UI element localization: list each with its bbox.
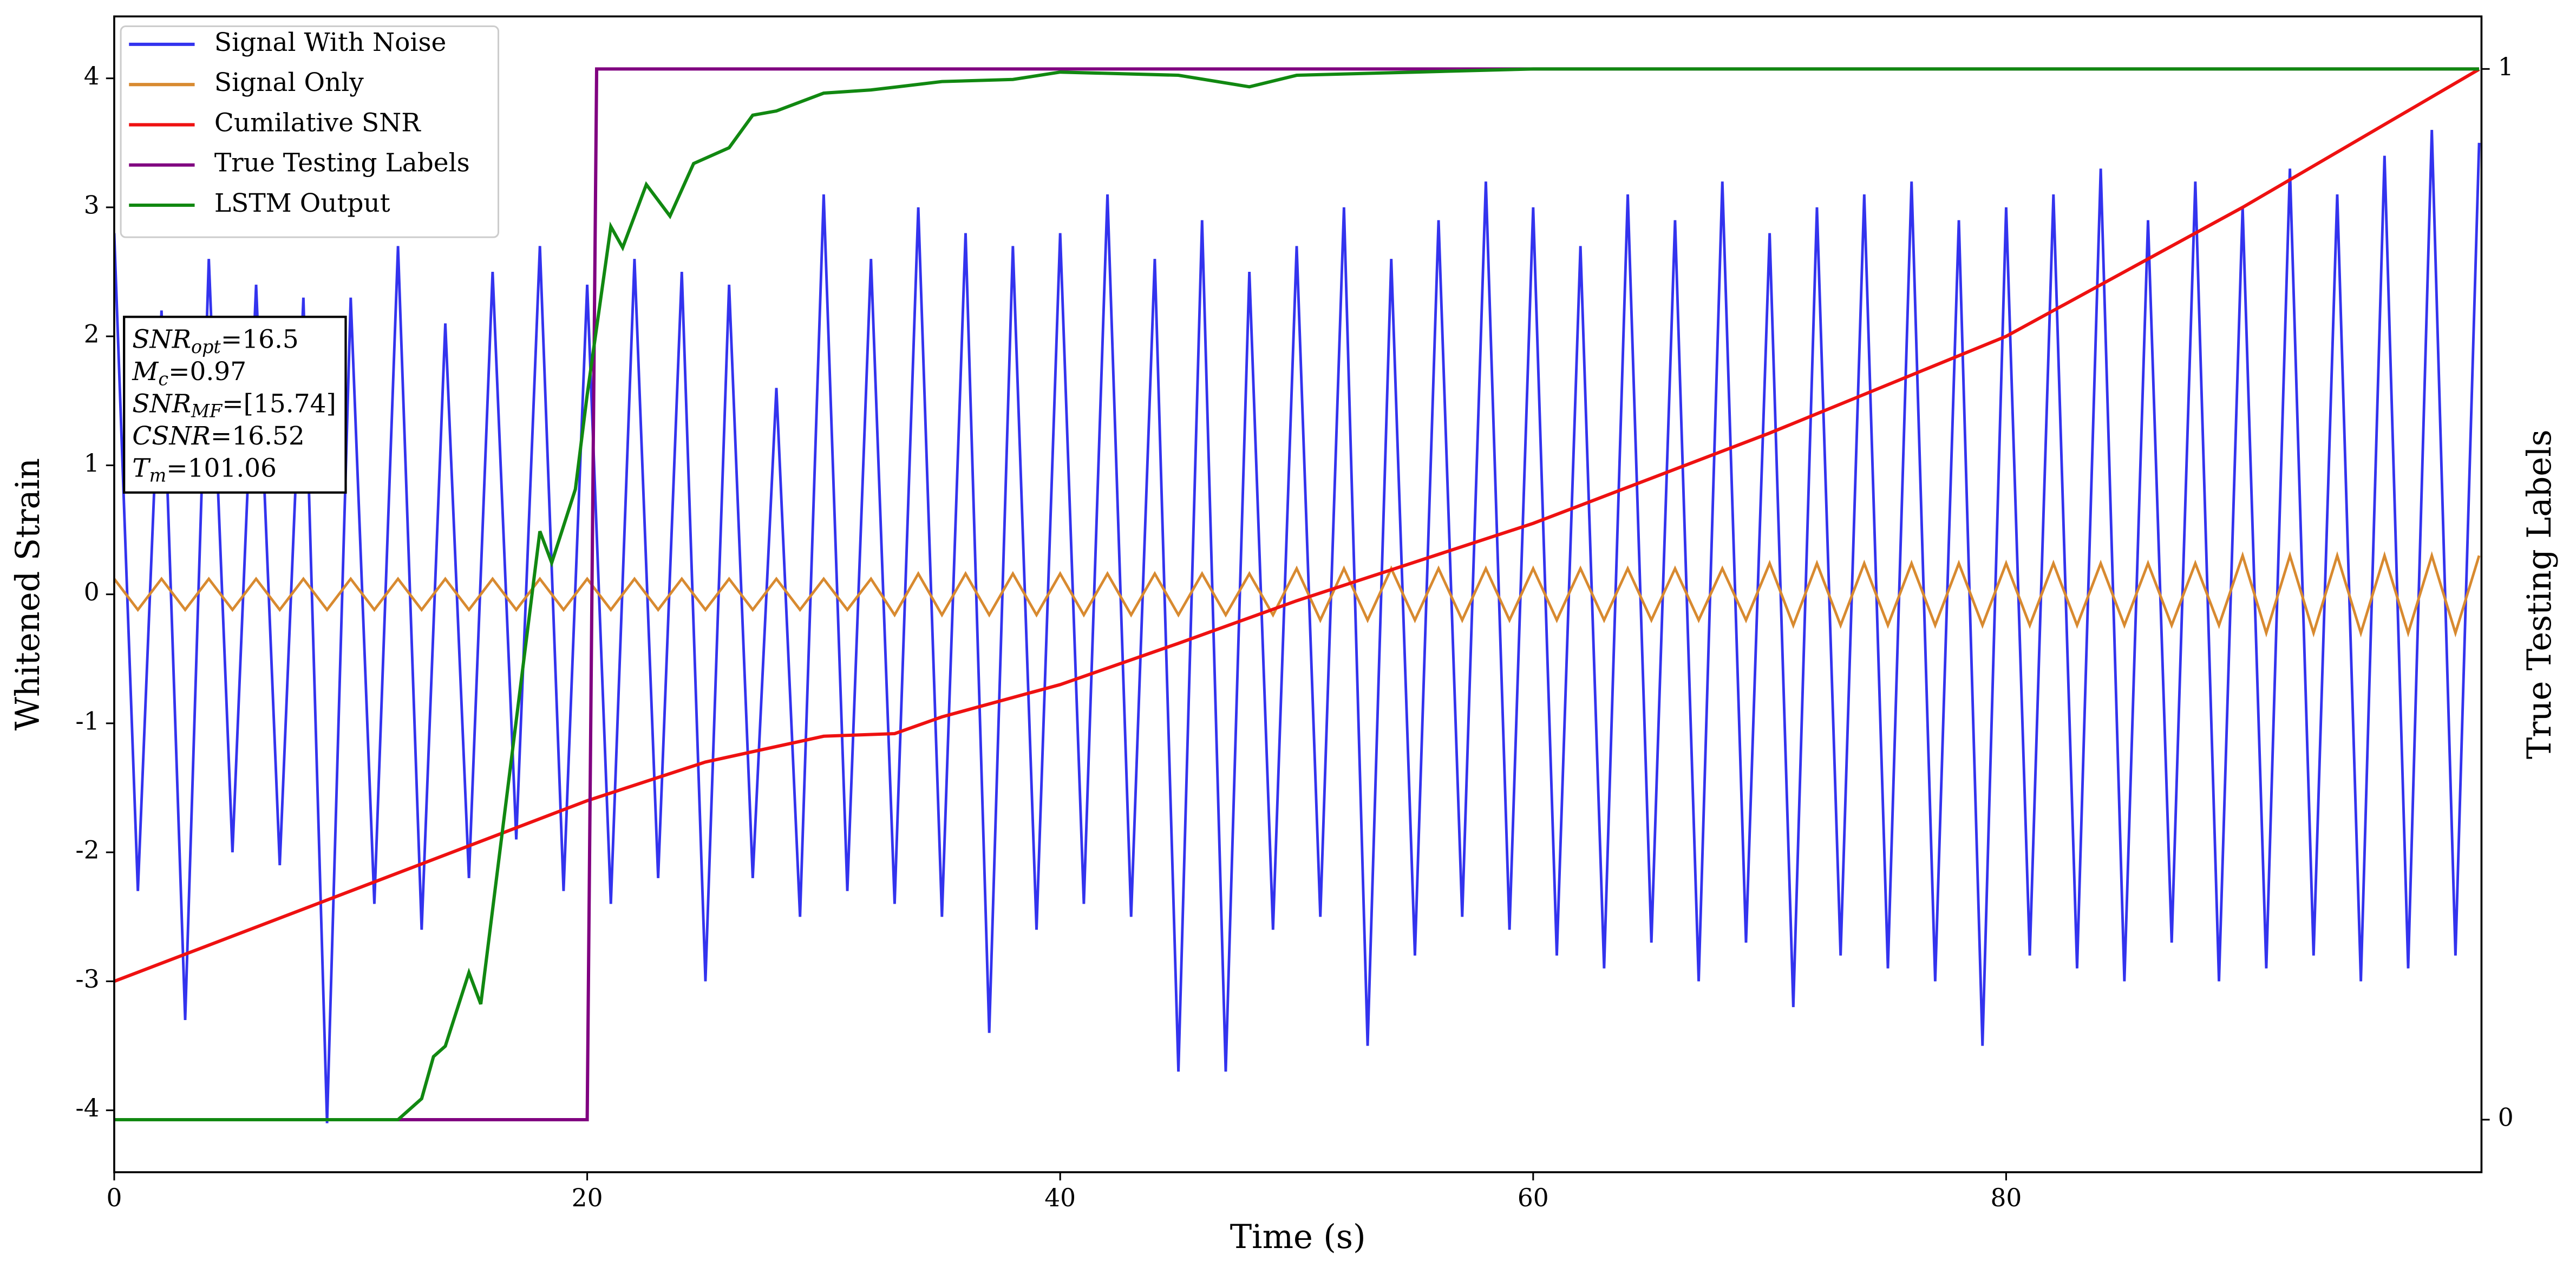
y-axis-title: Whitened Strain [9, 458, 47, 730]
y-tick-label: -2 [75, 836, 99, 865]
annotation-name: T [132, 453, 151, 483]
annotation-name: CSNR [132, 421, 211, 451]
y-tick-label: -3 [75, 965, 99, 994]
y-tick-label: -1 [75, 707, 99, 735]
series-line [114, 67, 2480, 1122]
x-tick-label: 60 [1518, 1184, 1549, 1212]
annotation-box [123, 316, 347, 494]
x-tick-label: 20 [572, 1184, 603, 1212]
annotation-value: =16.52 [211, 421, 305, 451]
annotation: SNRopt=16.5 [132, 325, 299, 357]
annotation-value: =[15.74] [222, 389, 336, 419]
annotation: SNRMF=[15.74] [132, 389, 336, 422]
annotation-name: SNR [132, 325, 191, 355]
annotation-sub: c [158, 368, 168, 389]
y-tick-label: 1 [84, 449, 100, 478]
annotation: Mc=0.97 [132, 357, 246, 389]
legend-frame [120, 25, 500, 238]
y-tick-label: 3 [84, 191, 100, 219]
y-tick-label: 2 [84, 320, 100, 349]
annotation: CSNR=16.52 [132, 421, 305, 451]
series-line [114, 551, 2481, 638]
x-axis-title: Time (s) [1230, 1218, 1366, 1256]
annotation-sub: m [149, 465, 167, 486]
annotation-name: SNR [132, 389, 191, 419]
annotation-name: M [132, 357, 159, 387]
legend-label: Signal Only [214, 68, 364, 97]
y-tick-label: -4 [75, 1094, 99, 1122]
legend-label: True Testing Labels [214, 148, 470, 178]
annotation-sub: opt [191, 336, 221, 357]
legend-label: LSTM Output [214, 188, 390, 218]
annotation-value: =16.5 [221, 325, 299, 355]
annotation: Tm=101.06 [132, 453, 277, 486]
x-tick-label: 0 [106, 1184, 122, 1212]
y-tick-label: 4 [84, 62, 100, 90]
series-line [114, 129, 2481, 1123]
legend-label: Cumilative SNR [214, 108, 421, 138]
x-tick-label: 40 [1044, 1184, 1076, 1212]
y-tick-label: 0 [84, 578, 100, 606]
annotation-value: =0.97 [168, 357, 246, 387]
annotation-value: =101.06 [166, 453, 277, 483]
y2-tick-label: 1 [2498, 53, 2514, 81]
y2-axis-title: True Testing Labels [2521, 429, 2559, 759]
annotation-sub: MF [191, 401, 223, 422]
y2-tick-label: 0 [2498, 1103, 2514, 1132]
series-line [114, 68, 2480, 983]
x-tick-label: 80 [1991, 1184, 2022, 1212]
legend-label: Signal With Noise [214, 28, 446, 57]
